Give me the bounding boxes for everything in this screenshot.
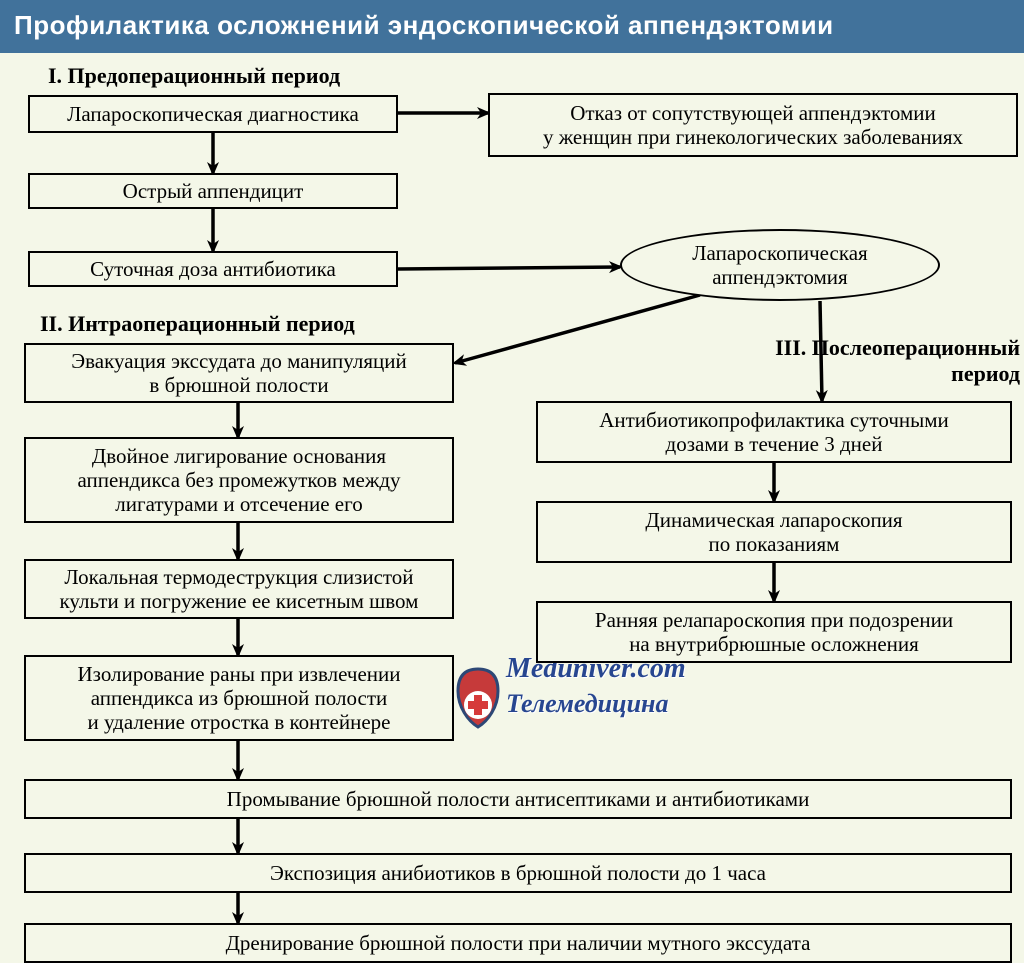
page-title: Профилактика осложнений эндоскопической … [0, 0, 1024, 53]
flow-node: Экспозиция анибиотиков в брюшной полости… [24, 853, 1012, 893]
watermark-badge-icon [454, 667, 502, 729]
flow-node: Острый аппендицит [28, 173, 398, 209]
flow-node: Лапароскопическая диагностика [28, 95, 398, 133]
flow-node: Дренирование брюшной полости при наличии… [24, 923, 1012, 963]
watermark-line-2: Телемедицина [506, 689, 669, 719]
flow-edge [455, 295, 700, 363]
flow-edge [398, 267, 620, 269]
flowchart-canvas: Meduniver.com Телемедицина I. Предоперац… [0, 53, 1024, 924]
flow-node: Двойное лигирование основания аппендикса… [24, 437, 454, 523]
flow-node: Антибиотикопрофилактика суточными дозами… [536, 401, 1012, 463]
flow-node: Суточная доза антибиотика [28, 251, 398, 287]
flow-node: Ранняя релапароскопия при подозрении на … [536, 601, 1012, 663]
flow-node: Лапароскопическая аппендэктомия [620, 229, 940, 301]
flow-node: Локальная термодеструкция слизистой куль… [24, 559, 454, 619]
flow-node: Динамическая лапароскопия по показаниям [536, 501, 1012, 563]
section-heading: III. Послеоперационный период [720, 335, 1020, 387]
flow-node: Промывание брюшной полости антисептиками… [24, 779, 1012, 819]
section-heading: II. Интраоперационный период [40, 311, 470, 337]
section-heading: I. Предоперационный период [48, 63, 478, 89]
flow-node: Отказ от сопутствующей аппендэктомии у ж… [488, 93, 1018, 157]
flow-node: Эвакуация экссудата до манипуляций в брю… [24, 343, 454, 403]
flow-node: Изолирование раны при извлечении аппенди… [24, 655, 454, 741]
